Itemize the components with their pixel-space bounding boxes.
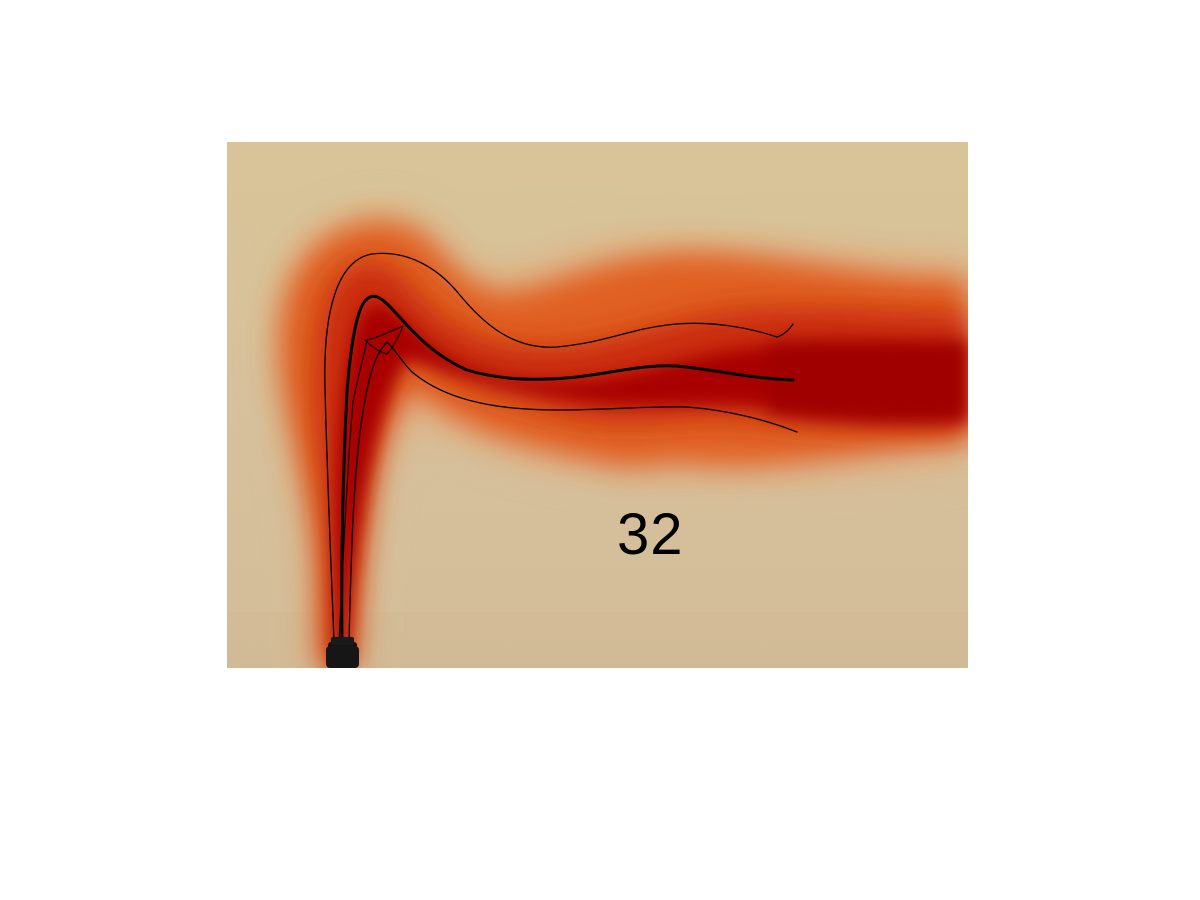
streamline-lower — [348, 341, 798, 643]
streamline-branch-2 — [364, 325, 404, 355]
frame-number-label: 32 — [617, 502, 684, 567]
plume-image — [227, 142, 968, 668]
streamline-branch — [338, 325, 404, 643]
streamlines — [324, 252, 798, 644]
plume-core — [335, 305, 968, 668]
nozzle-icon — [326, 637, 359, 668]
streamline-center — [340, 294, 795, 644]
plume-photograph — [227, 142, 968, 668]
streamline-upper — [324, 252, 794, 643]
